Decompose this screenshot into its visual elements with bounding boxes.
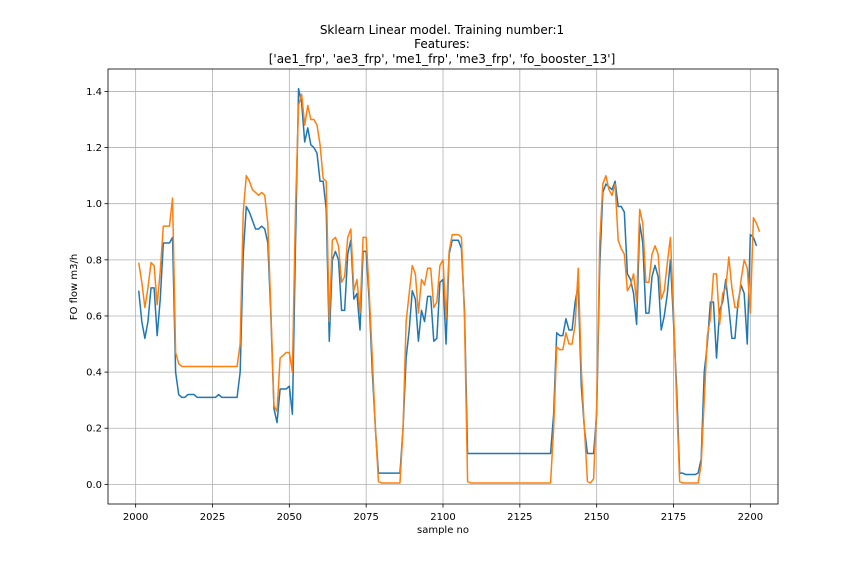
- y-tick-label: 0.6: [86, 311, 102, 322]
- title-line-3: ['ae1_frp', 'ae3_frp', 'me1_frp', 'me3_f…: [269, 52, 616, 66]
- y-tick-label: 0.8: [86, 255, 102, 266]
- title-line-2: Features:: [414, 37, 470, 51]
- axis-ticks: 2000 2025 2050 2075 2100 2125 2150 2175 2200 0.0 0…: [86, 87, 763, 523]
- series-line-2: [137, 93, 761, 484]
- x-tick-label: 2175: [661, 512, 686, 523]
- y-tick-label: 1.0: [86, 199, 102, 210]
- series-lines: [137, 87, 761, 484]
- x-tick-label: 2050: [277, 512, 302, 523]
- y-tick-label: 0.2: [86, 424, 102, 435]
- x-tick-label: 2125: [507, 512, 532, 523]
- x-axis-label: sample no: [417, 525, 469, 536]
- x-tick-label: 2150: [584, 512, 609, 523]
- x-tick-label: 2075: [353, 512, 378, 523]
- y-tick-label: 1.4: [86, 87, 102, 98]
- y-tick-label: 0.0: [86, 480, 102, 491]
- title-line-1: Sklearn Linear model. Training number:1: [320, 23, 564, 37]
- y-axis-label: FO flow m3/h: [69, 254, 80, 320]
- y-tick-label: 0.4: [86, 368, 102, 379]
- x-tick-label: 2200: [738, 512, 763, 523]
- chart-title: Sklearn Linear model. Training number:1 …: [269, 23, 616, 66]
- x-tick-label: 2000: [123, 512, 148, 523]
- y-tick-label: 1.2: [86, 143, 102, 154]
- x-tick-label: 2025: [200, 512, 225, 523]
- x-tick-label: 2100: [430, 512, 455, 523]
